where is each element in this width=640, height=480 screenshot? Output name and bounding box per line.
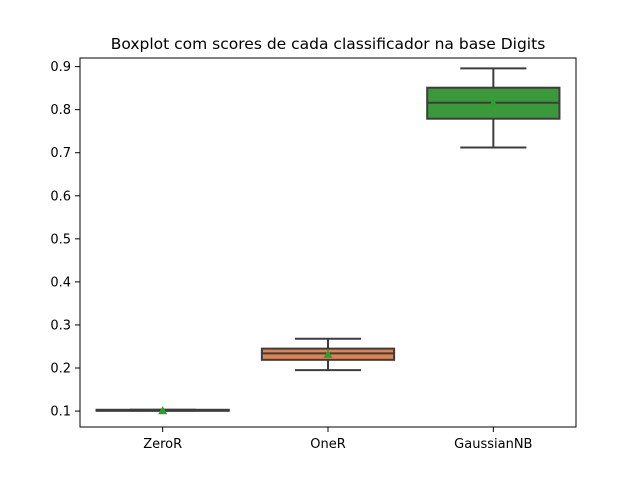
y-tick-label: 0.4: [50, 275, 71, 290]
y-tick-label: 0.9: [50, 60, 71, 75]
x-tick-label: GaussianNB: [454, 437, 532, 452]
y-tick-label: 0.8: [50, 103, 71, 118]
box-group-gaussiannb: [426, 67, 561, 149]
x-tick-label: ZeroR: [143, 437, 182, 452]
mean-marker-zeror: [158, 406, 168, 415]
y-tick-label: 0.3: [50, 318, 71, 333]
y-tick-label: 0.2: [50, 362, 71, 377]
mean-marker-gaussiannb: [488, 98, 498, 107]
plot-marks: [95, 67, 561, 415]
axes: 0.1 0.2 0.3 0.4 0.5 0.6 0.7 0.8 0.9 ZeroR OneR Gaus…: [50, 57, 577, 452]
y-tick-label: 0.5: [50, 232, 71, 247]
y-tick-label: 0.1: [50, 405, 71, 420]
x-tick-label: OneR: [310, 437, 346, 452]
box-group-zeror: [95, 406, 230, 415]
box-group-oner: [260, 337, 396, 372]
y-tick-label: 0.6: [50, 189, 71, 204]
mean-marker-oner: [323, 349, 333, 358]
y-tick-label: 0.7: [50, 146, 71, 161]
chart-title: Boxplot com scores de cada classificador…: [111, 35, 546, 53]
